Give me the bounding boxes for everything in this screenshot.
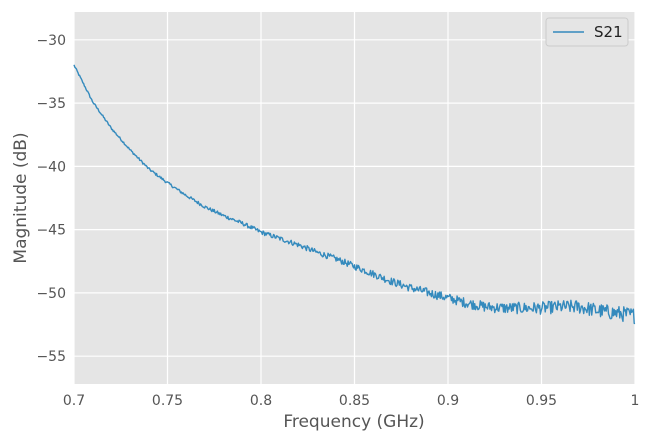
y-axis-ticks: −30 −35 −40 −45 −50 −55 bbox=[36, 33, 66, 365]
x-tick-label: 0.95 bbox=[526, 393, 557, 409]
x-axis-label: Frequency (GHz) bbox=[283, 412, 424, 432]
x-axis-ticks: 0.7 0.75 0.8 0.85 0.9 0.95 1 bbox=[63, 393, 640, 409]
y-axis-label: Magnitude (dB) bbox=[11, 132, 31, 263]
x-tick-label: 0.75 bbox=[152, 393, 183, 409]
y-tick-label: −50 bbox=[36, 286, 66, 302]
x-tick-label: 0.85 bbox=[339, 393, 370, 409]
x-tick-label: 0.9 bbox=[437, 393, 459, 409]
grid bbox=[73, 12, 636, 384]
y-tick-label: −55 bbox=[36, 349, 66, 365]
x-tick-label: 0.7 bbox=[63, 393, 85, 409]
series-layer bbox=[73, 64, 636, 325]
x-tick-label: 1 bbox=[631, 393, 640, 409]
y-tick-label: −30 bbox=[36, 33, 66, 49]
x-tick-label: 0.8 bbox=[250, 393, 272, 409]
legend: S21 bbox=[545, 17, 629, 47]
y-tick-label: −45 bbox=[36, 223, 66, 239]
y-tick-label: −35 bbox=[36, 96, 66, 112]
y-tick-label: −40 bbox=[36, 159, 66, 175]
series-line-s21 bbox=[73, 64, 636, 325]
legend-box bbox=[545, 17, 629, 47]
legend-label-s21: S21 bbox=[594, 23, 623, 41]
